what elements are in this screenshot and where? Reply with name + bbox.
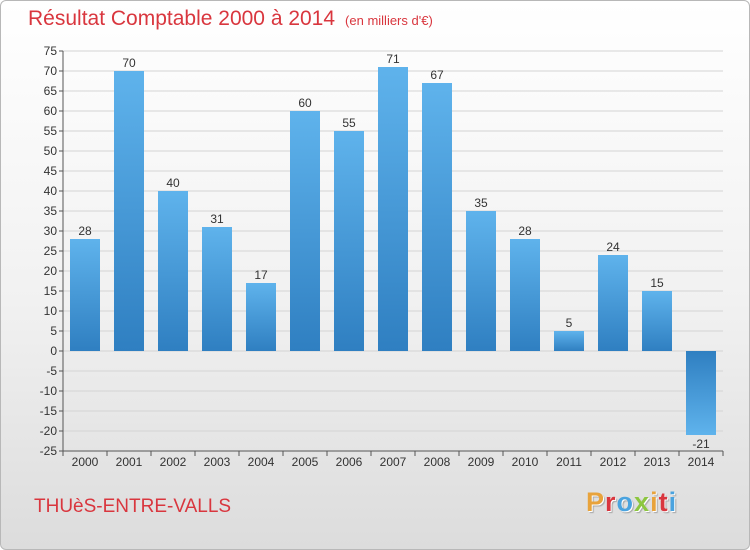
bar bbox=[510, 239, 540, 351]
x-tick-label: 2006 bbox=[336, 455, 363, 469]
bar bbox=[290, 111, 320, 351]
bar bbox=[70, 239, 100, 351]
x-tick-label: 2007 bbox=[380, 455, 407, 469]
y-tick-label: -25 bbox=[40, 444, 58, 458]
data-label: 71 bbox=[386, 52, 400, 66]
y-tick-label: -5 bbox=[46, 364, 57, 378]
bar bbox=[598, 255, 628, 351]
data-label: 31 bbox=[210, 212, 224, 226]
data-label: 60 bbox=[298, 96, 312, 110]
data-label: 17 bbox=[254, 268, 268, 282]
x-tick-label: 2000 bbox=[72, 455, 99, 469]
y-tick-label: 70 bbox=[44, 64, 58, 78]
bar bbox=[158, 191, 188, 351]
data-label: 35 bbox=[474, 196, 488, 210]
bar bbox=[114, 71, 144, 351]
y-tick-label: 25 bbox=[44, 244, 58, 258]
x-tick-label: 2013 bbox=[644, 455, 671, 469]
y-tick-label: 0 bbox=[50, 344, 57, 358]
x-tick-label: 2002 bbox=[160, 455, 187, 469]
bar bbox=[334, 131, 364, 351]
chart-unit: (en milliers d'€) bbox=[345, 13, 433, 28]
data-label: 55 bbox=[342, 116, 356, 130]
bar bbox=[246, 283, 276, 351]
x-tick-label: 2012 bbox=[600, 455, 627, 469]
y-tick-label: 40 bbox=[44, 184, 58, 198]
y-tick-label: 75 bbox=[44, 44, 58, 58]
bar bbox=[466, 211, 496, 351]
x-tick-label: 2014 bbox=[688, 455, 715, 469]
data-label: 70 bbox=[122, 56, 136, 70]
data-label: 5 bbox=[566, 316, 573, 330]
chart-title-text: Résultat Comptable 2000 à 2014 bbox=[28, 7, 336, 30]
y-tick-label: 20 bbox=[44, 264, 58, 278]
bar bbox=[422, 83, 452, 351]
y-tick-label: 65 bbox=[44, 84, 58, 98]
data-label: 15 bbox=[650, 276, 664, 290]
x-tick-label: 2001 bbox=[116, 455, 143, 469]
y-tick-label: 35 bbox=[44, 204, 58, 218]
bar bbox=[202, 227, 232, 351]
y-tick-label: 15 bbox=[44, 284, 58, 298]
x-tick-label: 2010 bbox=[512, 455, 539, 469]
y-tick-label: -10 bbox=[40, 384, 58, 398]
y-tick-label: -20 bbox=[40, 424, 58, 438]
bar bbox=[642, 291, 672, 351]
data-label: 24 bbox=[606, 240, 620, 254]
bar bbox=[378, 67, 408, 351]
y-tick-label: 10 bbox=[44, 304, 58, 318]
y-tick-label: 5 bbox=[50, 324, 57, 338]
data-label: -21 bbox=[692, 437, 710, 451]
bar bbox=[686, 351, 716, 435]
y-tick-label: 30 bbox=[44, 224, 58, 238]
x-tick-label: 2008 bbox=[424, 455, 451, 469]
data-label: 67 bbox=[430, 68, 444, 82]
x-tick-label: 2009 bbox=[468, 455, 495, 469]
proxiti-logo: Proxiti bbox=[586, 487, 678, 517]
data-label: 28 bbox=[78, 224, 92, 238]
data-label: 40 bbox=[166, 176, 180, 190]
x-tick-label: 2004 bbox=[248, 455, 275, 469]
y-tick-label: 45 bbox=[44, 164, 58, 178]
bar bbox=[554, 331, 584, 351]
chart-title: Résultat Comptable 2000 à 2014 (en millie… bbox=[28, 7, 433, 31]
x-tick-label: 2003 bbox=[204, 455, 231, 469]
y-tick-label: 50 bbox=[44, 144, 58, 158]
data-label: 28 bbox=[518, 224, 532, 238]
commune-name: THUèS-ENTRE-VALLS bbox=[34, 496, 232, 517]
y-tick-label: 60 bbox=[44, 104, 58, 118]
x-tick-label: 2011 bbox=[556, 455, 582, 469]
y-tick-label: 55 bbox=[44, 124, 58, 138]
y-tick-label: -15 bbox=[40, 404, 58, 418]
x-tick-label: 2005 bbox=[292, 455, 319, 469]
